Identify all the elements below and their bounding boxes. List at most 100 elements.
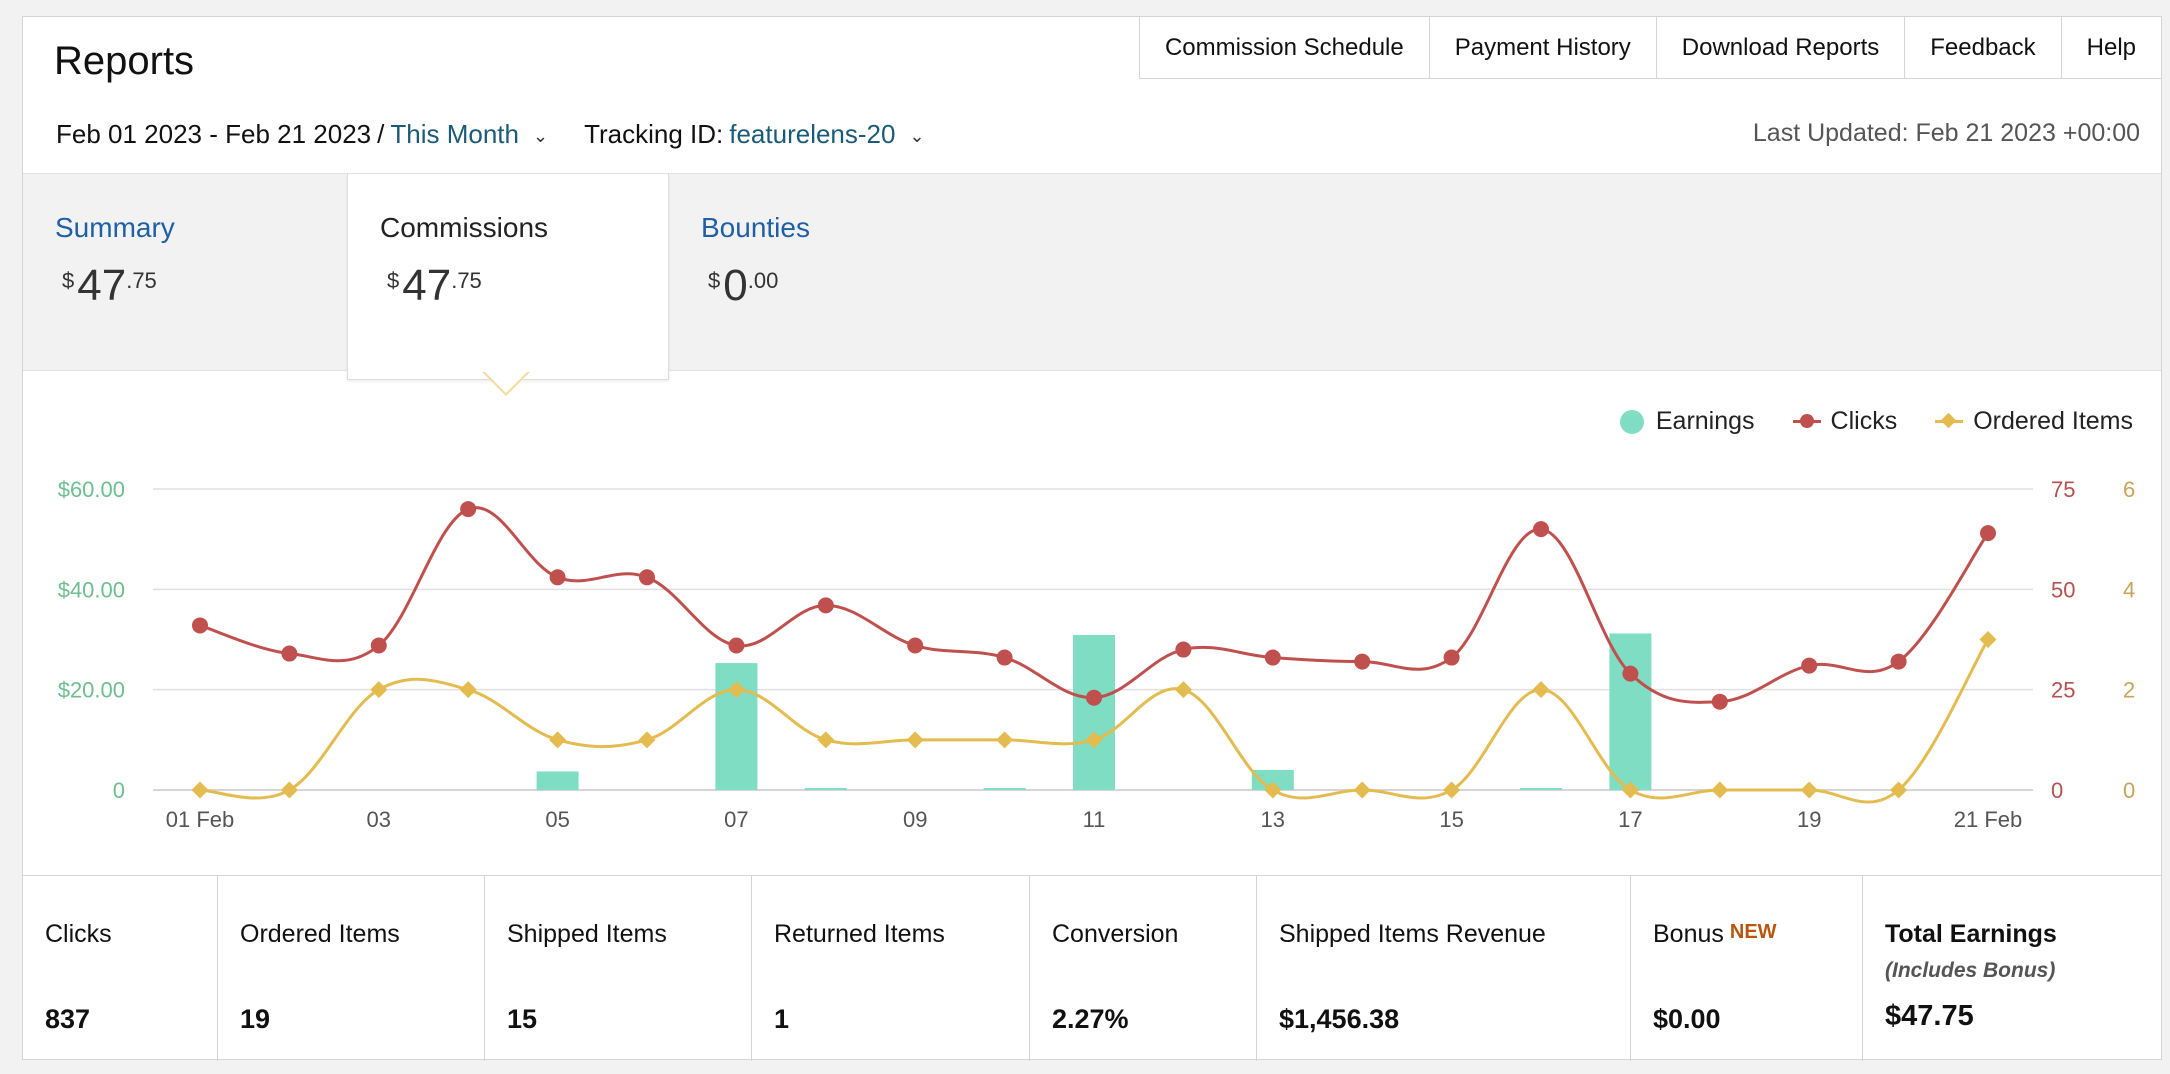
last-updated-text: Last Updated: Feb 21 2023 +00:00 [1752,119,2140,147]
stat-conversion: Conversion 2.27% [1029,876,1256,1061]
stat-bonus: Bonus NEW $0.00 [1630,876,1862,1061]
amount-cents: .75 [451,268,482,293]
ordered-items-point [1979,631,1997,648]
stat-value: 2.27% [1052,1004,1129,1034]
legend-item-earnings[interactable]: Earnings [1619,407,1755,436]
clicks-swatch [1792,414,1821,428]
stat-label: Bonus NEW [1653,920,1862,949]
x-tick-label: 19 [1797,807,1821,832]
ordered-items-point [996,731,1014,749]
clicks-point [1890,653,1907,670]
commissions-amount: $ 47 .75 [387,264,668,308]
chevron-down-icon[interactable]: ⌄ [909,126,925,146]
legend-label: Clicks [1830,407,1898,435]
period-dropdown[interactable]: This Month [390,119,519,149]
ordered-items-point [1711,781,1729,799]
earnings-bar [804,787,847,790]
clicks-point [1354,653,1371,670]
active-tab-pointer [482,371,530,396]
x-tick-label: 01 Feb [166,807,235,832]
clicks-point [1711,693,1728,710]
x-tick-label: 17 [1618,807,1642,832]
x-tick-label: 21 Feb [1954,807,2023,832]
y-right-items-tick-label: 0 [2123,778,2135,803]
earnings-bar [536,771,579,790]
reports-panel: Reports Commission Schedule Payment Hist… [22,16,2162,1061]
commission-schedule-button[interactable]: Commission Schedule [1164,33,1404,61]
earnings-bar [1609,633,1652,790]
clicks-point [1443,649,1460,666]
stat-value: $47.75 [1885,1000,1974,1032]
ordered-items-point [1890,781,1908,799]
y-right-clicks-tick-label: 50 [2051,577,2075,602]
ordered-items-point [1800,781,1818,799]
stat-shipped-items: Shipped Items 15 [484,876,751,1061]
download-reports-button[interactable]: Download Reports [1655,17,1904,78]
bounties-amount: $ 0 .00 [708,264,993,308]
clicks-point [1086,689,1102,706]
new-badge: NEW [1729,921,1777,943]
ordered-items-point [906,731,924,749]
ordered-items-point [280,781,298,799]
report-filters: Feb 01 2023 - Feb 21 2023 / This Month ⌄… [56,119,925,150]
ordered-items-point [1264,781,1282,799]
earnings-swatch [1619,409,1644,434]
ordered-items-swatch [1935,412,1964,429]
stat-value: 837 [45,1004,91,1034]
stat-label: Total Earnings [1885,920,2057,948]
legend-item-ordered-items[interactable]: Ordered Items [1935,407,2133,436]
x-tick-label: 09 [903,807,927,832]
stat-label: Returned Items [774,920,945,948]
tab-label[interactable]: Summary [55,212,175,243]
stat-value: 15 [507,1004,538,1034]
y-right-items-tick-label: 6 [2123,477,2135,502]
legend-item-clicks[interactable]: Clicks [1792,407,1898,436]
stat-label: Shipped Items [507,920,667,948]
chevron-down-icon[interactable]: ⌄ [532,126,549,146]
feedback-button[interactable]: Feedback [1904,17,2060,78]
tab-summary[interactable]: Summary $ 47 .75 [23,174,347,372]
page-title: Reports [54,39,195,83]
tab-bounties[interactable]: Bounties $ 0 .00 [669,174,993,372]
ordered-items-point [1532,681,1550,699]
ordered-items-point [459,681,477,699]
tab-commissions[interactable]: Commissions $ 47 .75 [347,174,669,380]
payment-history-button[interactable]: Payment History [1428,17,1656,78]
tab-label[interactable]: Bounties [701,212,810,243]
ordered-items-point [1621,781,1639,799]
clicks-point [817,597,834,614]
clicks-point [996,649,1013,666]
amount-whole: 47 [77,261,127,310]
x-tick-label: 03 [367,807,391,832]
currency-symbol: $ [708,268,721,293]
y-left-tick-label: 0 [113,778,125,803]
bonus-label: Bonus [1653,920,1724,948]
stat-label: Conversion [1052,920,1179,948]
stat-returned-items: Returned Items 1 [751,876,1029,1061]
currency-symbol: $ [62,268,75,293]
clicks-point [1175,641,1192,658]
summary-amount: $ 47 .75 [62,264,347,308]
earnings-bar [1520,787,1562,790]
stat-value: 19 [240,1004,271,1034]
tracking-id-dropdown[interactable]: featurelens-20 [729,119,896,149]
clicks-point [549,569,566,586]
clicks-point [1622,665,1639,682]
help-button[interactable]: Help [2060,17,2161,78]
y-right-items-tick-label: 2 [2123,678,2135,703]
ordered-items-point [549,731,567,749]
clicks-point [281,645,298,662]
amount-cents: .00 [747,268,779,293]
amount-cents: .75 [126,268,157,293]
stat-label: Shipped Items Revenue [1279,920,1546,948]
ordered-items-point [1174,681,1192,699]
clicks-point [1264,649,1281,666]
date-separator: / [377,119,385,149]
date-range-text: Feb 01 2023 - Feb 21 2023 [56,119,372,149]
tab-label[interactable]: Commissions [380,212,549,243]
tracking-id-label: Tracking ID: [584,119,724,149]
amount-whole: 0 [723,261,748,310]
stat-shipped-items-revenue: Shipped Items Revenue $1,456.38 [1256,876,1630,1061]
stat-clicks: Clicks 837 [23,876,217,1061]
clicks-point [1533,521,1549,538]
